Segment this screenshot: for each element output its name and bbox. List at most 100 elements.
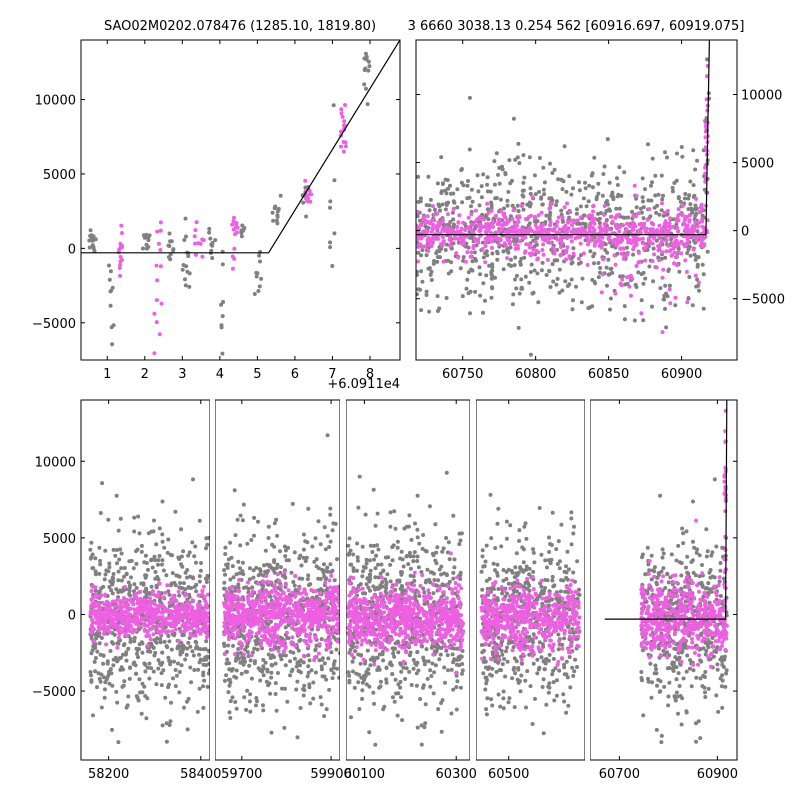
data-point-gray bbox=[610, 190, 615, 195]
data-point-magenta bbox=[339, 111, 344, 116]
data-point-magenta bbox=[257, 589, 262, 594]
data-point-gray bbox=[210, 243, 215, 248]
data-point-gray bbox=[539, 196, 544, 201]
data-point-gray bbox=[239, 234, 244, 239]
data-point-magenta bbox=[694, 197, 699, 201]
data-point-magenta bbox=[697, 220, 701, 225]
data-point-magenta bbox=[89, 589, 94, 593]
data-point-gray bbox=[124, 705, 129, 710]
data-point-gray bbox=[458, 266, 463, 271]
data-point-magenta bbox=[155, 278, 160, 283]
data-point-magenta bbox=[664, 238, 669, 243]
x-tick-label: 60800 bbox=[515, 367, 556, 382]
data-point-gray bbox=[519, 277, 524, 282]
data-point-magenta bbox=[96, 628, 101, 633]
data-point-magenta bbox=[225, 631, 230, 635]
data-point-gray bbox=[537, 156, 542, 160]
data-point-gray bbox=[435, 181, 440, 186]
data-point-gray bbox=[139, 543, 144, 548]
data-point-gray bbox=[313, 648, 318, 653]
data-point-magenta bbox=[317, 616, 322, 621]
data-point-gray bbox=[490, 251, 495, 256]
data-point-gray bbox=[220, 351, 225, 356]
data-point-gray bbox=[622, 304, 627, 309]
data-point-gray bbox=[278, 193, 283, 198]
data-point-gray bbox=[207, 230, 212, 235]
data-point-magenta bbox=[290, 635, 295, 640]
data-point-magenta bbox=[191, 599, 195, 604]
data-point-gray bbox=[301, 555, 306, 560]
data-point-magenta bbox=[291, 602, 296, 607]
data-point-gray bbox=[641, 205, 646, 210]
data-point-magenta bbox=[465, 250, 470, 255]
data-point-magenta bbox=[620, 277, 625, 282]
data-point-gray bbox=[454, 685, 459, 690]
data-point-magenta bbox=[113, 622, 118, 627]
data-point-magenta bbox=[585, 235, 590, 240]
data-point-magenta bbox=[183, 605, 188, 610]
data-point-gray bbox=[278, 565, 283, 570]
data-point-gray bbox=[665, 294, 670, 299]
data-point-gray bbox=[258, 668, 263, 673]
data-point-magenta bbox=[258, 612, 263, 616]
data-point-gray bbox=[107, 585, 112, 589]
data-point-gray bbox=[188, 574, 193, 579]
data-point-gray bbox=[654, 210, 659, 215]
data-point-gray bbox=[424, 289, 429, 294]
data-point-magenta bbox=[341, 149, 346, 154]
data-point-gray bbox=[103, 572, 108, 577]
data-point-gray bbox=[575, 221, 580, 226]
data-point-magenta bbox=[158, 248, 163, 252]
data-point-gray bbox=[531, 290, 536, 295]
data-point-gray bbox=[205, 684, 210, 689]
data-point-gray bbox=[426, 659, 431, 664]
data-point-gray bbox=[401, 564, 406, 569]
data-point-magenta bbox=[541, 227, 546, 232]
data-point-magenta bbox=[461, 220, 466, 225]
data-point-magenta bbox=[117, 612, 122, 617]
data-point-magenta bbox=[258, 595, 263, 599]
data-point-gray bbox=[376, 562, 380, 567]
data-point-magenta bbox=[112, 604, 117, 609]
data-point-magenta bbox=[700, 219, 705, 224]
data-point-gray bbox=[292, 550, 297, 555]
data-point-gray bbox=[687, 193, 692, 198]
data-point-gray bbox=[92, 659, 97, 664]
data-point-gray bbox=[436, 309, 440, 313]
data-point-gray bbox=[108, 579, 113, 584]
data-point-gray bbox=[596, 181, 601, 186]
data-point-gray bbox=[98, 558, 103, 563]
data-point-gray bbox=[555, 276, 560, 281]
data-point-gray bbox=[529, 262, 534, 267]
data-point-magenta bbox=[193, 228, 198, 233]
data-point-magenta bbox=[122, 596, 126, 601]
data-point-gray bbox=[121, 683, 126, 688]
data-point-gray bbox=[292, 583, 297, 588]
data-point-magenta bbox=[222, 652, 227, 657]
data-point-gray bbox=[446, 540, 451, 545]
data-point-gray bbox=[140, 681, 145, 686]
data-point-gray bbox=[236, 582, 241, 587]
data-point-gray bbox=[631, 252, 636, 257]
data-point-gray bbox=[589, 173, 594, 178]
data-point-gray bbox=[229, 668, 234, 673]
y-tick-label: 5000 bbox=[741, 157, 774, 172]
data-point-gray bbox=[245, 688, 250, 693]
data-point-magenta bbox=[296, 620, 301, 625]
data-point-gray bbox=[579, 253, 583, 258]
data-point-gray bbox=[325, 433, 330, 438]
data-point-magenta bbox=[167, 621, 172, 626]
data-point-magenta bbox=[257, 629, 262, 633]
data-point-magenta bbox=[283, 644, 288, 649]
data-point-gray bbox=[580, 276, 585, 281]
data-point-gray bbox=[169, 700, 173, 705]
data-point-magenta bbox=[164, 622, 168, 627]
data-point-gray bbox=[177, 670, 182, 674]
data-point-gray bbox=[554, 258, 558, 263]
data-point-gray bbox=[171, 248, 176, 253]
y-tick-label: 0 bbox=[68, 242, 76, 257]
data-point-gray bbox=[219, 323, 224, 328]
data-point-gray bbox=[536, 300, 541, 305]
data-point-gray bbox=[282, 725, 287, 730]
data-point-gray bbox=[134, 671, 139, 676]
